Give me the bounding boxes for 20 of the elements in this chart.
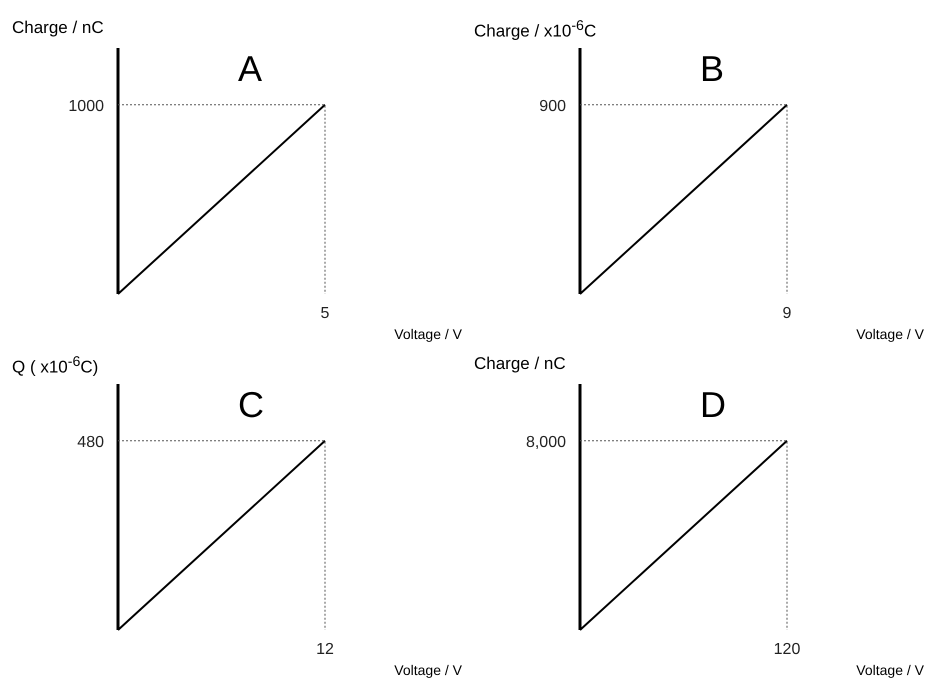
y-axis-title: Charge / nC — [474, 354, 566, 374]
chart-title: B — [700, 48, 724, 90]
annotation: 8,000 — [526, 434, 566, 451]
y-axis-title: Q ( x10$^{-6}$C) — [12, 354, 98, 378]
annotation: 1000 — [68, 98, 104, 115]
text: 9 — [782, 305, 792, 322]
x-axis-title: Voltage / V — [394, 662, 462, 678]
x-axis-title: Voltage / V — [394, 326, 462, 342]
text: 12 — [316, 641, 334, 658]
chart-title: D — [700, 384, 726, 426]
y-axis-title: Charge / nC — [12, 18, 104, 38]
annotation: 480 — [77, 434, 104, 451]
text: 120 — [774, 641, 800, 658]
text: 5 — [320, 305, 330, 322]
x-axis-title: Voltage / V — [856, 326, 924, 342]
x-axis-title: Voltage / V — [856, 662, 924, 678]
chart-title: C — [238, 384, 264, 426]
annotation: 900 — [539, 98, 566, 115]
y-axis-title: Charge / x10$^{-6}$C — [474, 18, 596, 42]
chart-title: A — [238, 48, 262, 90]
